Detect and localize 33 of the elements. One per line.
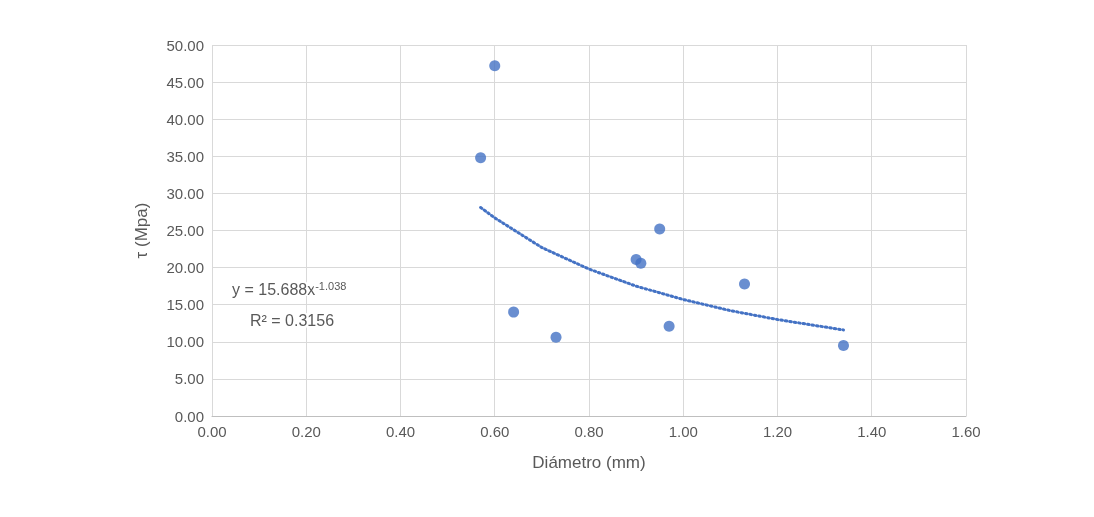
x-tick-label: 0.00 — [197, 423, 227, 440]
y-tick-label: 35.00 — [166, 147, 204, 165]
x-tick-label: 1.40 — [857, 423, 887, 440]
y-tick-label: 40.00 — [166, 110, 204, 128]
point — [739, 278, 751, 290]
y-tick-label: 5.00 — [174, 370, 204, 388]
x-tick-label: 1.00 — [668, 423, 698, 440]
x-tick-label: 0.80 — [574, 423, 604, 440]
point — [508, 306, 520, 318]
point — [550, 331, 562, 343]
x-axis-title: Diámetro (mm) — [532, 453, 646, 472]
x-tick-label: 0.60 — [480, 423, 510, 440]
x-tick-label: 1.20 — [762, 423, 793, 440]
y-tick-label: 25.00 — [166, 222, 204, 239]
y-tick-label: 10.00 — [166, 333, 204, 351]
point — [489, 60, 501, 72]
point — [475, 152, 487, 164]
y-tick-label: 20.00 — [166, 259, 204, 277]
point — [663, 320, 675, 332]
point — [654, 223, 666, 235]
y-tick-label: 30.00 — [166, 184, 204, 202]
x-tick-label: 0.20 — [291, 423, 321, 440]
x-tick-label: 0.40 — [385, 423, 416, 440]
y-axis-title: τ (Mpa) — [132, 202, 151, 259]
point — [837, 340, 849, 352]
y-tick-label: 50.00 — [166, 36, 204, 54]
annotation: R² = 0.3156 — [250, 311, 335, 329]
y-tick-label: 15.00 — [166, 296, 204, 314]
x-tick-label: 1.60 — [951, 423, 981, 440]
y-tick-label: 0.00 — [174, 407, 204, 425]
line-series — [479, 206, 845, 332]
point — [635, 257, 647, 269]
y-tick-label: 45.00 — [166, 73, 204, 91]
